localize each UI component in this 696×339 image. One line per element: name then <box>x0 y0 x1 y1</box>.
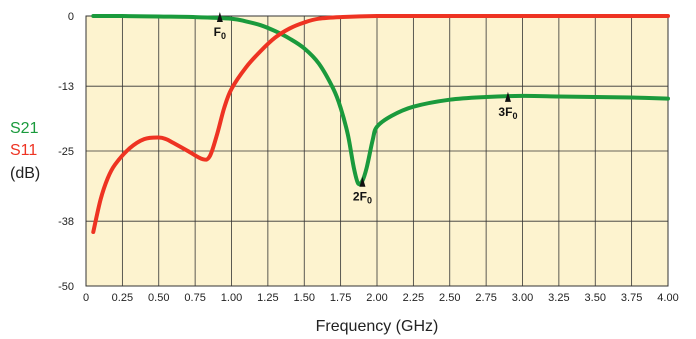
x-tick-label: 1.00 <box>221 292 242 304</box>
x-tick-label: 0.75 <box>184 292 205 304</box>
y-tick-labels: 0 -13 -25 -38 -50 <box>58 11 74 293</box>
y-tick-label: -50 <box>58 281 74 293</box>
y-tick-label: -38 <box>58 216 74 228</box>
x-tick-labels: 0 0.25 0.50 0.75 1.00 1.25 1.50 1.75 2.00 2.25 2.5… <box>83 292 679 304</box>
x-tick-label: 0.25 <box>112 292 133 304</box>
y-tick-label: -25 <box>58 146 74 158</box>
x-tick-label: 3.50 <box>585 292 606 304</box>
annotation-label: F0 <box>214 25 226 41</box>
x-tick-label: 2.50 <box>439 292 460 304</box>
annotation-arrow <box>504 91 511 102</box>
x-tick-label: 0.50 <box>148 292 169 304</box>
series-line-s11 <box>91 13 670 234</box>
annotation-arrow <box>359 176 366 187</box>
x-tick-label: 1.50 <box>294 292 315 304</box>
series-group <box>91 13 670 234</box>
legend-item-s21: S21 <box>10 120 39 137</box>
x-tick-label: 3.25 <box>548 292 569 304</box>
series-line-s21 <box>91 13 670 187</box>
x-tick-label: 0 <box>83 292 89 304</box>
y-axis-label: (dB) <box>10 165 40 182</box>
x-axis-label: Frequency (GHz) <box>316 318 439 335</box>
x-tick-label: 3.00 <box>512 292 533 304</box>
x-tick-label: 4.00 <box>657 292 678 304</box>
x-tick-label: 2.75 <box>475 292 496 304</box>
x-tick-label: 2.00 <box>366 292 387 304</box>
y-tick-label: -13 <box>58 81 74 93</box>
x-tick-label: 2.25 <box>403 292 424 304</box>
y-tick-label: 0 <box>68 11 74 23</box>
annotations: F0 2F0 3F0 <box>214 12 517 206</box>
legend: S21 S11 (dB) <box>10 120 40 182</box>
x-tick-label: 1.75 <box>330 292 351 304</box>
x-tick-label: 1.25 <box>257 292 278 304</box>
annotation-label: 3F0 <box>498 105 517 121</box>
legend-item-s11: S11 <box>10 142 37 159</box>
annotation-label: 2F0 <box>353 190 372 206</box>
x-tick-label: 3.75 <box>621 292 642 304</box>
grid <box>86 16 668 286</box>
annotation-arrow <box>216 12 223 22</box>
